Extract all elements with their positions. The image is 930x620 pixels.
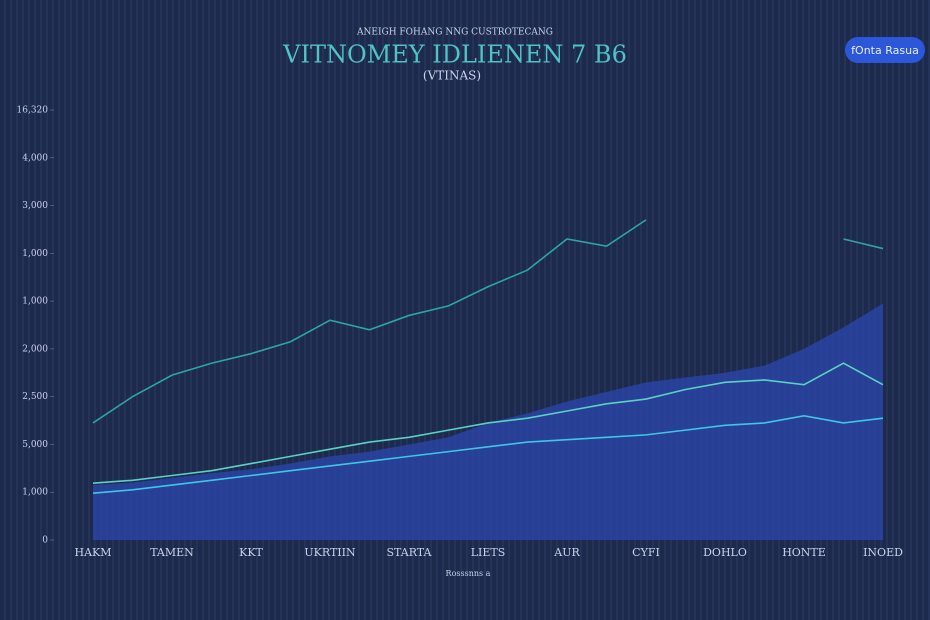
x-tick-label: AUR: [553, 546, 580, 559]
x-tick-label: STARTA: [387, 546, 433, 559]
area: [93, 303, 883, 540]
x-tick-label: LIETS: [471, 546, 506, 559]
x-tick-label: UKRTIIN: [304, 546, 356, 559]
x-tick-label: DOHLO: [703, 546, 747, 559]
x-tick-label: CYFI: [632, 546, 660, 559]
line: [92, 219, 647, 424]
x-axis-label: Rosssnns a: [446, 569, 491, 578]
line: [92, 362, 884, 484]
y-tick-label: 2,500: [22, 392, 48, 402]
y-tick-label: 3,000: [22, 201, 48, 211]
x-tick-label: INOED: [863, 546, 903, 559]
button[interactable]: fOnta Rasua: [845, 37, 925, 63]
y-tick-label: 0: [42, 536, 48, 546]
chart-title: VITNOMEY IDLIENEN 7 B6: [282, 41, 627, 69]
y-tick-label: 1,000: [22, 488, 48, 498]
y-tick-label: 16,320: [17, 106, 49, 116]
y-tick-label: 4,000: [22, 153, 48, 163]
x-tick-label: KKT: [239, 546, 263, 559]
y-tick-label: 1,000: [22, 297, 48, 307]
y-tick-label: 1,000: [22, 249, 48, 259]
line: [843, 238, 884, 250]
y-tick-label: 2,000: [22, 344, 48, 354]
x-tick-label: HAKM: [74, 546, 111, 559]
kicker: ANEIGH FOHANG NNG CUSTROTECANG: [356, 28, 553, 38]
x-tick-label: TAMEN: [150, 546, 194, 559]
y-tick-label: 5,000: [22, 440, 48, 450]
chart-subtitle: (VTINAS): [423, 69, 481, 83]
x-tick-label: HONTE: [782, 546, 826, 559]
line: [92, 414, 884, 494]
